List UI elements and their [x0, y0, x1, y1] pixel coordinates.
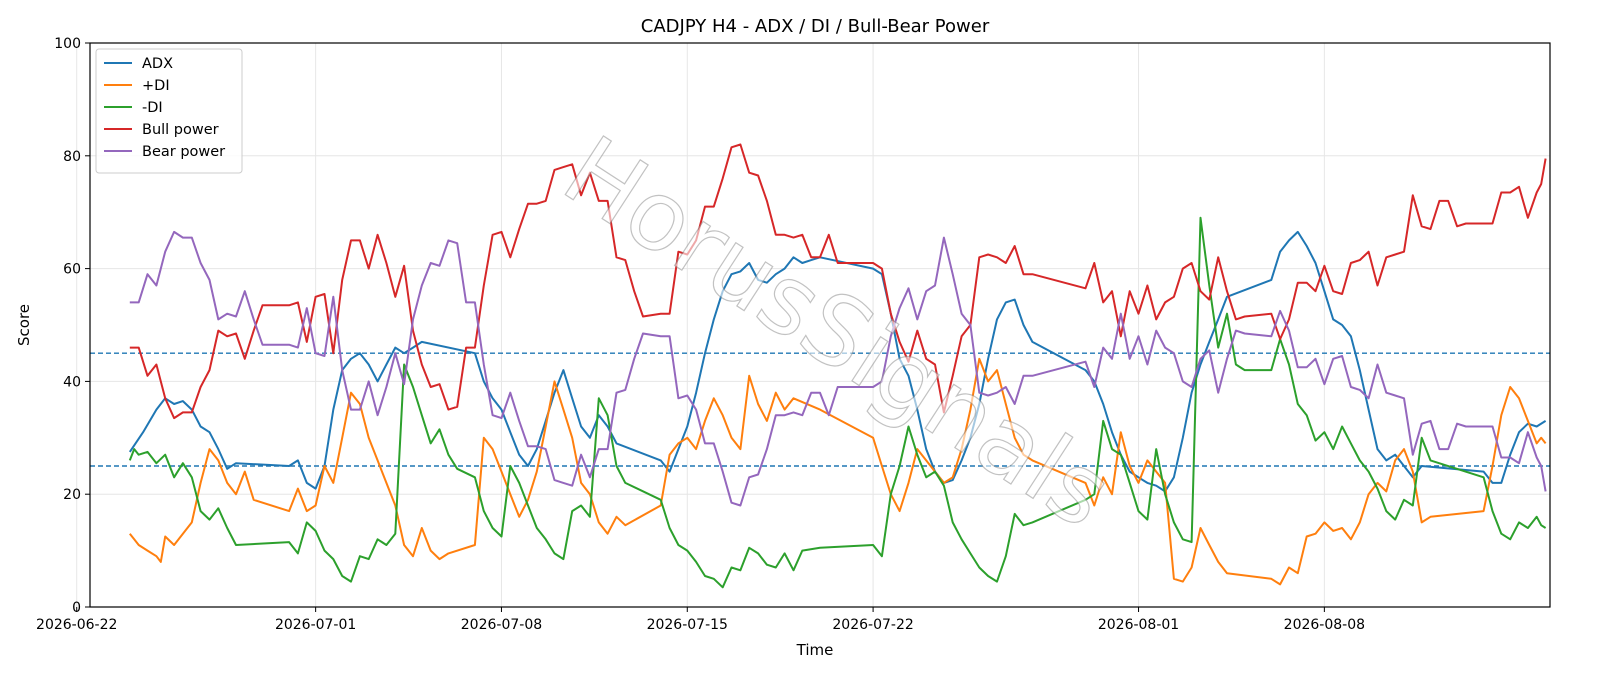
y-tick-label: 60 [63, 262, 81, 278]
series-line-adx [128, 230, 1547, 493]
series-line-bear-power [129, 230, 1547, 507]
legend-label: Bear power [142, 144, 225, 160]
axis-ticks: 0204060801002026-06-222026-07-012026-07-… [36, 36, 1365, 633]
y-tick-label: 40 [63, 374, 81, 390]
series-lines [128, 143, 1547, 589]
y-tick-label: 20 [63, 487, 81, 503]
plot-frame [89, 42, 1551, 608]
legend-label: ADX [142, 56, 173, 72]
legend-label: +DI [142, 78, 170, 94]
legend-label: -DI [142, 100, 163, 116]
x-tick-label: 2026-08-08 [1284, 617, 1365, 633]
series-line-bull-power [129, 143, 1547, 420]
y-axis-label: Score [15, 304, 33, 346]
grid [76, 42, 1550, 608]
x-tick-label: 2026-06-22 [36, 617, 117, 633]
series-line-di [129, 357, 1547, 586]
x-tick-label: 2026-07-22 [832, 617, 913, 633]
legend-label: Bull power [142, 122, 219, 138]
y-tick-label: 100 [54, 36, 81, 52]
y-tick-label: 80 [63, 149, 81, 165]
x-tick-label: 2026-07-15 [647, 617, 728, 633]
legend: ADX +DI -DI Bull power Bear power [95, 48, 243, 174]
series-line-di [128, 216, 1547, 589]
x-tick-label: 2026-08-01 [1098, 617, 1179, 633]
x-tick-label: 2026-07-01 [275, 617, 356, 633]
chart-title: CADJPY H4 - ADX / DI / Bull-Bear Power [641, 16, 990, 37]
x-tick-label: 2026-07-08 [461, 617, 542, 633]
legend-box [95, 48, 243, 174]
x-axis-label: Time [796, 641, 834, 659]
